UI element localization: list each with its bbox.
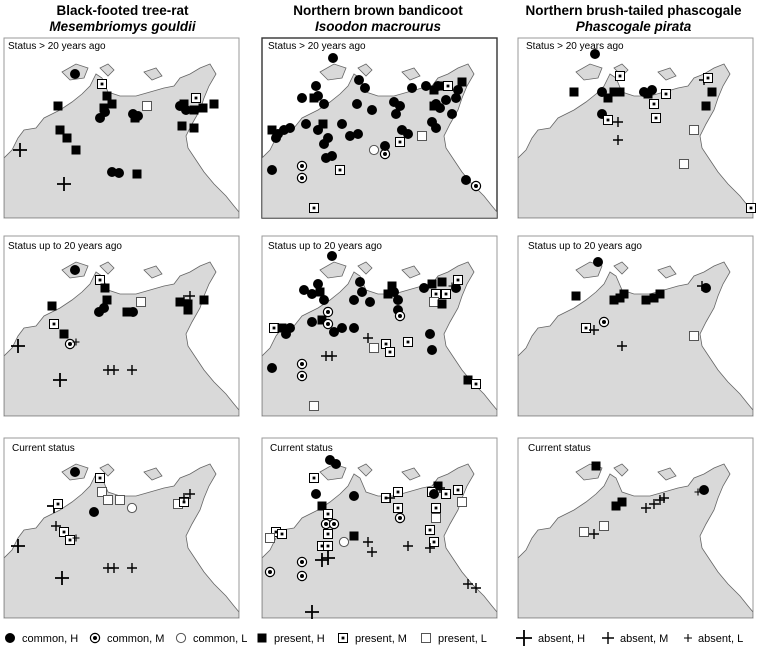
column-heading-1: Black-footed tree-rat Mesembriomys gould…: [0, 2, 245, 35]
legend-label: absent, M: [620, 633, 668, 645]
species-common-name: Northern brush-tailed phascogale: [525, 3, 742, 18]
legend-item: absent, H: [516, 630, 585, 646]
legend-item: present, H: [257, 633, 325, 645]
legend-item: absent, L: [684, 633, 743, 645]
map-panel-r1-c3: Status > 20 years ago: [517, 37, 756, 219]
present-low-symbol: [421, 633, 431, 643]
present-medium-symbol: [338, 633, 348, 643]
legend-item: common, H: [5, 633, 78, 645]
species-latin-name: Phascogale pirata: [575, 19, 692, 34]
legend-label: present, L: [438, 633, 487, 645]
legend-item: absent, M: [602, 632, 668, 645]
common-low-symbol: [175, 632, 187, 644]
map-panel-r1-c2: Status > 20 years ago: [261, 37, 498, 219]
map-panel-r3-c1: Current status: [3, 437, 240, 619]
absent-medium-symbol: [602, 632, 614, 644]
absent-low-symbol: [684, 634, 692, 642]
legend-label: common, H: [22, 633, 78, 645]
legend-item: present, L: [421, 633, 487, 645]
panel-row-label: Status up to 20 years ago: [528, 241, 642, 252]
panel-row-label: Status > 20 years ago: [526, 41, 624, 52]
panel-row-label: Current status: [528, 443, 591, 454]
column-heading-3: Northern brush-tailed phascogale Phascog…: [510, 2, 757, 35]
legend-label: absent, L: [698, 633, 743, 645]
species-common-name: Black-footed tree-rat: [56, 3, 189, 18]
species-latin-name: Mesembriomys gouldii: [49, 19, 196, 34]
map-panel-r3-c3: Current status: [517, 437, 754, 619]
map-panel-r3-c2: Current status: [261, 437, 498, 620]
species-latin-name: Isoodon macrourus: [314, 19, 441, 34]
legend-label: common, L: [193, 633, 247, 645]
panel-row-label: Status > 20 years ago: [268, 41, 366, 52]
legend: common, H common, M common, L present, H…: [5, 630, 743, 646]
common-high-symbol: [5, 633, 15, 643]
legend-item: present, M: [338, 633, 407, 645]
legend-label: present, M: [355, 633, 407, 645]
column-heading-2: Northern brown bandicoot Isoodon macrour…: [257, 2, 499, 35]
species-common-name: Northern brown bandicoot: [293, 3, 463, 18]
panel-row-label: Current status: [270, 443, 333, 454]
panel-row-label: Status > 20 years ago: [8, 41, 106, 52]
legend-label: absent, H: [538, 633, 585, 645]
absent-high-symbol: [516, 630, 532, 646]
common-medium-symbol: [89, 632, 101, 644]
legend-item: common, L: [175, 632, 247, 645]
legend-item: common, M: [89, 632, 164, 645]
map-panel-r2-c1: Status up to 20 years ago: [3, 235, 240, 417]
panel-row-label: Current status: [12, 443, 75, 454]
present-high-symbol: [257, 633, 267, 643]
map-panel-r1-c1: Status > 20 years ago: [3, 37, 240, 219]
legend-label: present, H: [274, 633, 325, 645]
panel-row-label: Status up to 20 years ago: [8, 241, 122, 252]
map-panel-r2-c2: Status up to 20 years ago: [261, 235, 498, 417]
map-panel-r2-c3: Status up to 20 years ago: [517, 235, 754, 417]
panel-row-label: Status up to 20 years ago: [268, 241, 382, 252]
legend-label: common, M: [107, 633, 164, 645]
